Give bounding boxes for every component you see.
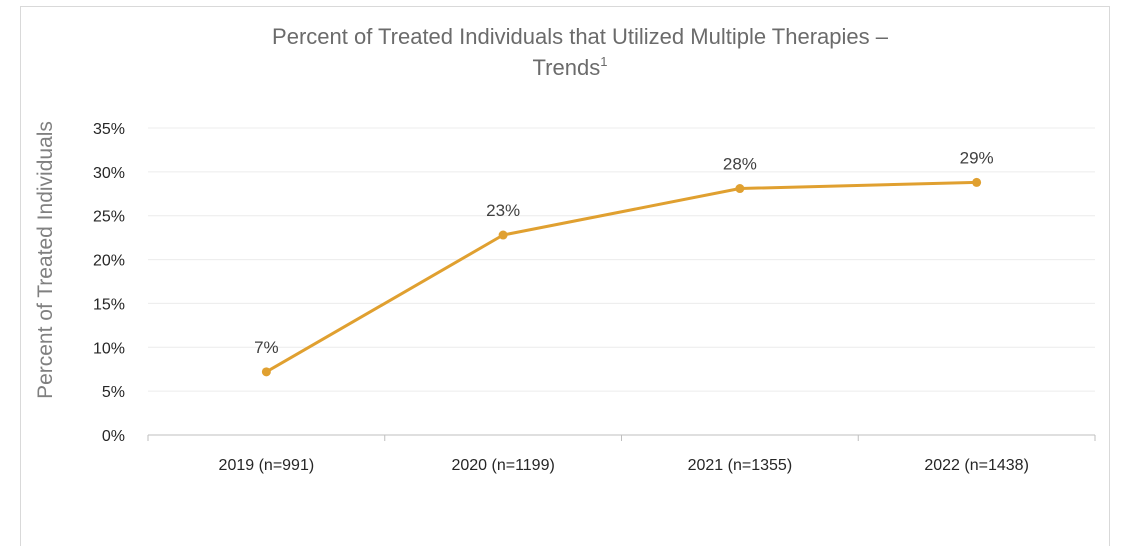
chart-title: Percent of Treated Individuals that Util…	[272, 24, 889, 49]
chart-title-line2: Trends1	[533, 54, 608, 80]
gridlines	[148, 127, 1095, 392]
series-line	[265, 180, 977, 374]
data-point	[735, 184, 745, 194]
y-tick-label: 25%	[93, 209, 125, 226]
chart-title-line2-text: Trends	[533, 55, 601, 80]
y-tick-label: 15%	[93, 296, 125, 313]
y-tick-label: 10%	[93, 340, 125, 357]
y-axis-ticks: 0% 5% 10% 15% 20% 25% 30% 35%	[93, 121, 125, 445]
y-tick-label: 20%	[93, 253, 125, 270]
data-label: 28%	[723, 155, 757, 174]
data-point	[498, 230, 508, 240]
y-tick-label: 5%	[102, 384, 125, 401]
y-tick-label: 30%	[93, 165, 125, 182]
x-tick-label: 2020 (n=1199)	[451, 457, 554, 474]
line-chart: Percent of Treated Individuals that Util…	[34, 24, 1096, 474]
chart-frame	[20, 6, 1110, 546]
x-axis: 2019 (n=991) 2020 (n=1199) 2021 (n=1355) 20…	[147, 434, 1096, 474]
x-tick-label: 2022 (n=1438)	[924, 457, 1029, 474]
x-tick-label: 2021 (n=1355)	[688, 457, 793, 474]
series-layer: 7% 23% 28% 29%	[254, 148, 994, 377]
data-label: 7%	[254, 338, 279, 357]
data-label: 29%	[960, 148, 994, 167]
y-tick-label: 0%	[102, 428, 125, 445]
data-label: 23%	[486, 201, 520, 220]
y-axis-label: Percent of Treated Individuals	[34, 121, 57, 399]
x-tick-label: 2019 (n=991)	[219, 457, 315, 474]
y-tick-label: 35%	[93, 121, 125, 138]
chart-title-superscript: 1	[600, 54, 607, 69]
data-point	[261, 367, 271, 377]
data-point	[972, 177, 982, 187]
